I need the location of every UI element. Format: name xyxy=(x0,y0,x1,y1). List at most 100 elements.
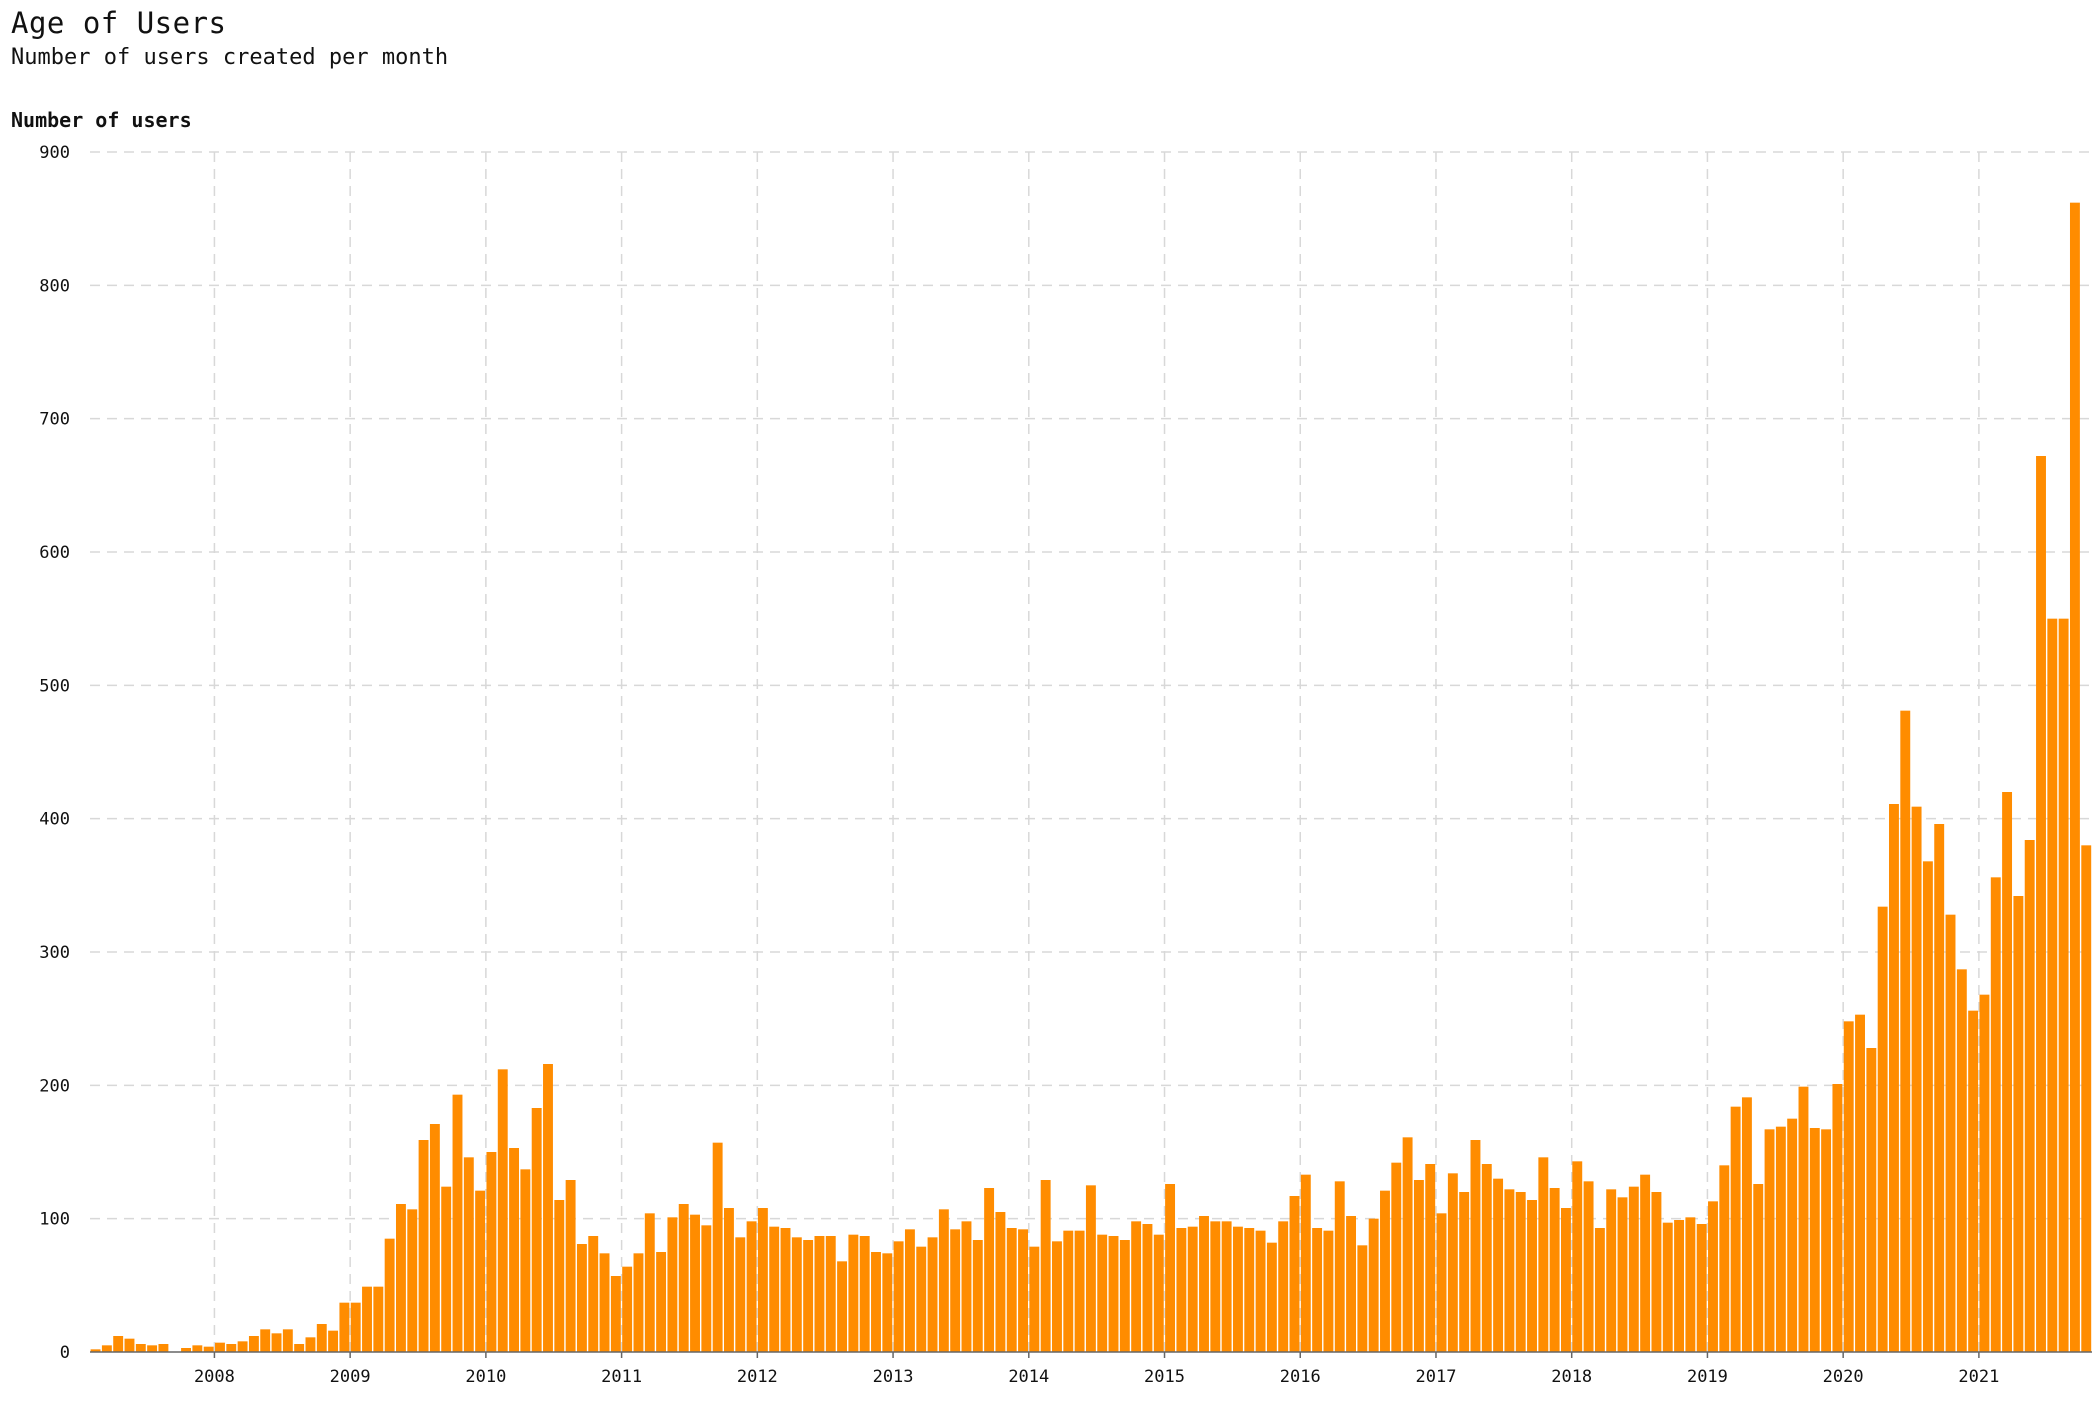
x-tick-label: 2015 xyxy=(1144,1367,1185,1387)
x-tick-label: 2011 xyxy=(601,1367,642,1387)
bar xyxy=(1628,1186,1639,1352)
bar xyxy=(1764,1129,1775,1352)
bar xyxy=(1346,1216,1357,1352)
bar xyxy=(837,1261,848,1352)
bar xyxy=(1515,1192,1526,1352)
bar xyxy=(803,1240,814,1352)
bar xyxy=(1968,1010,1979,1352)
x-tick-label: 2018 xyxy=(1551,1367,1592,1387)
bar xyxy=(1798,1086,1809,1352)
bar xyxy=(1911,806,1922,1352)
bar xyxy=(1097,1234,1108,1352)
bar xyxy=(769,1226,780,1352)
bar xyxy=(362,1286,372,1352)
bar xyxy=(927,1237,938,1352)
bar xyxy=(1956,969,1967,1352)
bar xyxy=(746,1221,757,1352)
bar xyxy=(452,1094,463,1352)
bar xyxy=(181,1348,191,1352)
grid-layer xyxy=(90,151,2092,1352)
bar xyxy=(475,1190,486,1352)
bar xyxy=(893,1241,904,1352)
bar xyxy=(1266,1242,1277,1352)
bar xyxy=(1481,1164,1492,1352)
bar xyxy=(1119,1240,1130,1352)
bar xyxy=(791,1237,802,1352)
bar xyxy=(147,1345,158,1352)
bar xyxy=(565,1180,576,1352)
bar xyxy=(1775,1126,1786,1352)
bar xyxy=(1979,994,1990,1352)
bar xyxy=(373,1286,384,1352)
bar xyxy=(1855,1014,1865,1352)
y-tick-label: 300 xyxy=(39,943,70,963)
bar xyxy=(1278,1221,1289,1352)
bar xyxy=(871,1252,881,1352)
bar xyxy=(1617,1197,1628,1352)
bar xyxy=(1142,1224,1153,1352)
bar xyxy=(1866,1048,1877,1352)
bar xyxy=(1685,1217,1696,1352)
bar xyxy=(407,1209,418,1352)
bar xyxy=(1821,1129,1832,1352)
bar xyxy=(1402,1137,1413,1352)
bar xyxy=(1085,1185,1096,1352)
y-tick-label: 400 xyxy=(39,810,70,830)
bar xyxy=(1560,1208,1571,1352)
bar xyxy=(1210,1221,1221,1352)
bar xyxy=(1074,1230,1085,1352)
bar xyxy=(226,1344,237,1352)
bar xyxy=(1244,1228,1255,1352)
bar xyxy=(1368,1218,1379,1352)
y-tick-label: 500 xyxy=(39,676,70,696)
bar xyxy=(1006,1228,1017,1352)
x-tick-label: 2016 xyxy=(1280,1367,1321,1387)
chart-title: Age of Users xyxy=(11,6,227,40)
bar xyxy=(1527,1200,1537,1352)
bar xyxy=(1040,1180,1051,1352)
bar xyxy=(1640,1174,1651,1352)
bar xyxy=(384,1238,395,1352)
bar xyxy=(1583,1181,1594,1352)
bar xyxy=(1153,1234,1164,1352)
bar xyxy=(441,1186,452,1352)
x-tick-label: 2013 xyxy=(873,1367,914,1387)
bar xyxy=(1922,861,1933,1352)
bar xyxy=(1289,1196,1300,1352)
bar xyxy=(1945,914,1956,1352)
bar xyxy=(1674,1220,1685,1352)
bar xyxy=(1063,1230,1074,1352)
x-tick-label: 2009 xyxy=(330,1367,371,1387)
bar xyxy=(1255,1230,1266,1352)
bar xyxy=(1131,1221,1142,1352)
bar xyxy=(1889,804,1899,1352)
bar xyxy=(2047,618,2058,1352)
bar xyxy=(1934,824,1945,1352)
bar xyxy=(690,1214,700,1352)
bar xyxy=(2024,840,2035,1352)
bar xyxy=(995,1212,1006,1352)
y-tick-label: 600 xyxy=(39,543,70,563)
bar xyxy=(486,1152,497,1352)
bar xyxy=(248,1336,259,1352)
bar xyxy=(610,1276,621,1352)
bar xyxy=(328,1330,339,1352)
bar xyxy=(101,1345,112,1352)
bar xyxy=(294,1344,305,1352)
bar xyxy=(2058,618,2069,1352)
bar xyxy=(113,1336,124,1352)
bar xyxy=(124,1338,135,1352)
y-tick-label: 200 xyxy=(39,1076,70,1096)
bar xyxy=(1425,1164,1436,1352)
bar xyxy=(1719,1165,1730,1352)
bar xyxy=(656,1252,667,1352)
bar xyxy=(395,1204,406,1352)
y-axis-label: Number of users xyxy=(11,108,192,132)
bar xyxy=(588,1236,599,1352)
bar xyxy=(1221,1221,1232,1352)
bar xyxy=(1990,877,2001,1352)
x-tick-label: 2008 xyxy=(194,1367,235,1387)
bar xyxy=(1843,1021,1854,1352)
axis-layer: 0 100 200 300 400 500 600 700 800 900 2008 2009 2010… xyxy=(39,143,2092,1387)
